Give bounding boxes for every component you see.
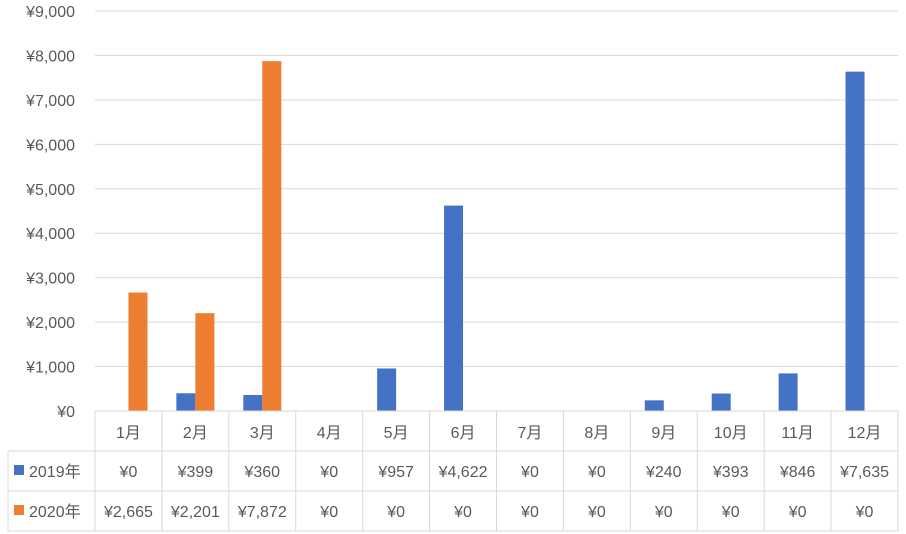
table-cell-value: ¥4,622 (438, 464, 488, 481)
table-cell-value: ¥240 (645, 464, 682, 481)
bar-series-2-2 (195, 313, 215, 411)
table-cell-value: ¥7,635 (839, 464, 889, 481)
table-cell-value: ¥0 (386, 504, 405, 521)
bar-series-1-11 (778, 373, 798, 411)
y-tick-label: ¥7,000 (25, 93, 75, 110)
bar-series-1-9 (644, 400, 664, 411)
bar-series-2-3 (262, 61, 282, 412)
category-label: 8月 (584, 425, 609, 442)
y-tick-label: ¥6,000 (25, 137, 75, 154)
y-tick-label: ¥8,000 (25, 48, 75, 65)
legend-key (14, 465, 24, 475)
legend-key (14, 505, 24, 515)
table-cell-value: ¥0 (587, 504, 606, 521)
table-cell-value: ¥360 (243, 464, 280, 481)
table-cell-value: ¥0 (654, 504, 673, 521)
table-cell-value: ¥393 (712, 464, 749, 481)
y-tick-label: ¥1,000 (25, 360, 75, 377)
table-cell-value: ¥0 (520, 464, 539, 481)
table-cell-value: ¥399 (177, 464, 214, 481)
bar-series-1-2 (176, 393, 196, 411)
y-tick-label: ¥5,000 (25, 182, 75, 199)
category-label: 2月 (183, 425, 208, 442)
table-cell-value: ¥0 (788, 504, 807, 521)
bar-series-1-6 (444, 205, 464, 411)
table-cell-value: ¥0 (453, 504, 472, 521)
bar-series-1-5 (377, 368, 397, 411)
table-cell-value: ¥0 (520, 504, 539, 521)
bars (128, 61, 865, 412)
y-tick-label: ¥2,000 (25, 315, 75, 332)
table-cell-value: ¥7,872 (237, 504, 287, 521)
category-label: 10月 (714, 425, 748, 442)
bar-series-1-10 (711, 393, 731, 411)
table-cell-value: ¥0 (319, 464, 338, 481)
y-tick-label: ¥0 (56, 404, 75, 421)
table-cell-value: ¥0 (119, 464, 138, 481)
bar-series-1-3 (243, 395, 263, 411)
table-cell-value: ¥957 (377, 464, 414, 481)
table-cell-value: ¥846 (779, 464, 816, 481)
y-tick-label: ¥3,000 (25, 271, 75, 288)
table-cell-value: ¥2,665 (103, 504, 153, 521)
category-label: 7月 (518, 425, 543, 442)
y-axis-tick-labels: ¥0 ¥1,000 ¥2,000 ¥3,000 ¥4,000 ¥5,000 ¥6,000 ¥7… (25, 4, 75, 421)
category-label: 6月 (451, 425, 476, 442)
y-tick-label: ¥9,000 (25, 4, 75, 21)
category-label: 4月 (317, 425, 342, 442)
y-tick-label: ¥4,000 (25, 226, 75, 243)
category-label: 12月 (848, 425, 882, 442)
category-label: 9月 (651, 425, 676, 442)
category-label: 11月 (781, 425, 814, 442)
table-cell-value: ¥2,201 (170, 504, 220, 521)
bar-series-2-1 (128, 292, 148, 411)
table-cell-value: ¥0 (587, 464, 606, 481)
table-cell-value: ¥0 (319, 504, 338, 521)
bar-series-1-12 (845, 71, 865, 412)
data-table: 1月 2月 3月 4月 5月 6月 7月 8月 9月 10月 11月 12月 2019年 ¥0 ¥399 ¥3… (7, 410, 899, 532)
category-label: 3月 (250, 425, 275, 442)
gridlines (95, 10, 898, 412)
table-cell-value: ¥0 (855, 504, 874, 521)
legend-label: 2019年 (29, 463, 81, 481)
category-label: 5月 (384, 425, 409, 442)
table-cell-value: ¥0 (721, 504, 740, 521)
legend-label: 2020年 (29, 503, 81, 521)
category-label: 1月 (116, 425, 141, 442)
